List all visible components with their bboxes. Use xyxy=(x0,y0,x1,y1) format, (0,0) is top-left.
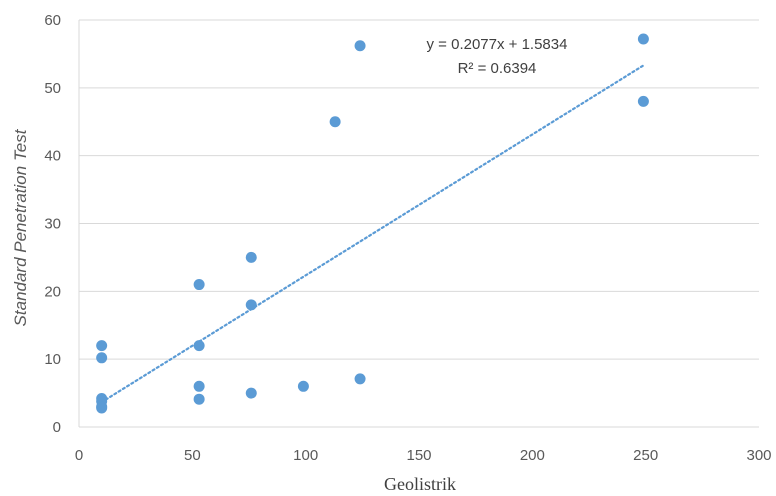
data-point-13 xyxy=(297,380,309,392)
x-tick-label-6: 300 xyxy=(746,447,771,464)
data-point-1 xyxy=(96,352,108,364)
data-points xyxy=(96,33,649,414)
x-tick-labels: 0 50 100 150 200 250 300 xyxy=(75,447,772,464)
x-tick-label-2: 100 xyxy=(293,447,318,464)
gridlines xyxy=(79,19,759,360)
data-point-18 xyxy=(637,95,649,107)
data-point-10 xyxy=(245,251,257,263)
axes xyxy=(78,20,759,428)
data-point-6 xyxy=(193,279,205,291)
r-squared-label: R² = 0.6394 xyxy=(458,60,537,77)
data-point-12 xyxy=(245,387,257,399)
trendline-equation: y = 0.2077x + 1.5834 xyxy=(427,36,568,53)
x-axis-label: Geolistrik xyxy=(384,474,456,494)
y-tick-label-3: 30 xyxy=(44,216,61,233)
data-point-5 xyxy=(96,402,108,414)
x-tick-label-3: 150 xyxy=(406,447,431,464)
data-point-0 xyxy=(96,340,108,352)
x-tick-label-4: 200 xyxy=(520,447,545,464)
y-tick-label-1: 10 xyxy=(44,351,61,368)
y-tick-label-2: 20 xyxy=(44,283,61,300)
y-tick-labels: 0 10 20 30 40 50 60 xyxy=(44,12,61,436)
trendline xyxy=(100,64,645,404)
data-point-11 xyxy=(245,299,257,311)
y-tick-label-5: 50 xyxy=(44,80,61,97)
x-tick-label-0: 0 xyxy=(75,447,83,464)
y-tick-label-6: 60 xyxy=(44,12,61,29)
x-tick-label-5: 250 xyxy=(633,447,658,464)
data-point-8 xyxy=(193,380,205,392)
trendline-group xyxy=(100,64,645,404)
data-point-9 xyxy=(193,393,205,405)
data-point-17 xyxy=(637,33,649,45)
data-point-7 xyxy=(193,340,205,352)
data-point-16 xyxy=(354,373,366,385)
y-axis-label: Standard Penetration Test xyxy=(11,128,30,326)
y-tick-label-0: 0 xyxy=(53,419,61,436)
y-tick-label-4: 40 xyxy=(44,148,61,165)
data-point-15 xyxy=(354,40,366,52)
data-point-14 xyxy=(329,116,341,128)
x-tick-label-1: 50 xyxy=(184,447,201,464)
